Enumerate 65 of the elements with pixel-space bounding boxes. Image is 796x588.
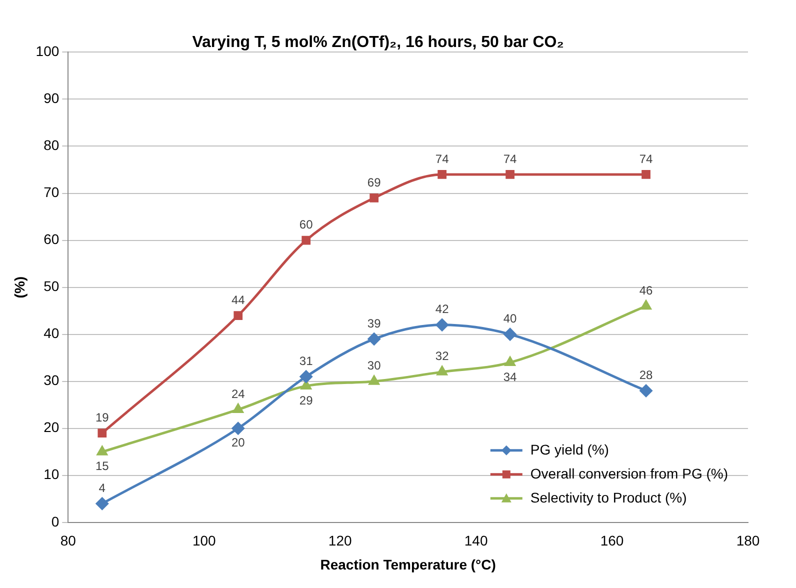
data-label: 20 [231, 436, 246, 450]
data-label: 34 [503, 370, 518, 384]
y-tick-label: 40 [44, 325, 60, 342]
point [506, 170, 514, 179]
data-label: 44 [231, 292, 246, 307]
point [368, 332, 380, 346]
data-label: 69 [367, 175, 382, 190]
point [232, 404, 244, 414]
data-label: 29 [299, 393, 314, 408]
y-tick-label: 60 [44, 231, 60, 248]
point [504, 328, 516, 341]
data-label: 74 [503, 152, 518, 166]
x-axis-title: Reaction Temperature (°C) [320, 556, 496, 572]
data-label: 28 [639, 368, 654, 382]
y-tick-label: 50 [44, 278, 60, 294]
x-tick-label: 180 [736, 532, 760, 549]
y-tick-label: 0 [51, 513, 60, 530]
point [302, 236, 311, 245]
y-tick-label: 30 [44, 372, 60, 388]
point [232, 422, 244, 435]
y-tick-label: 70 [44, 184, 60, 200]
point [642, 170, 650, 179]
x-tick-label: 80 [60, 532, 76, 549]
point [98, 428, 107, 438]
point [300, 380, 312, 390]
y-tick-label: 10 [44, 466, 60, 482]
x-tick-label: 120 [328, 532, 352, 549]
point [368, 376, 380, 385]
x-tick-label: 100 [192, 532, 216, 549]
data-label: 39 [367, 316, 382, 330]
x-tick-label: 140 [464, 532, 488, 549]
data-label: 30 [367, 358, 382, 373]
data-label: 15 [95, 459, 110, 474]
data-label: 42 [435, 302, 450, 316]
point [436, 318, 448, 332]
data-label: 74 [639, 152, 654, 166]
point [436, 366, 448, 376]
y-tick-label: 100 [36, 43, 60, 60]
point [97, 446, 108, 456]
point [504, 356, 516, 366]
data-label: 46 [639, 283, 654, 298]
point [300, 370, 312, 383]
legend-label: Overall conversion from PG (%) [530, 465, 728, 482]
data-label: 74 [435, 152, 450, 166]
data-label: 40 [503, 312, 518, 326]
chart-title: Varying T, 5 mol% Zn(OTf)₂, 16 hours, 50 bar CO₂ [192, 34, 564, 52]
data-label: 4 [98, 480, 106, 495]
point [640, 384, 652, 397]
legend-label: PG yield (%) [530, 441, 609, 458]
point [438, 170, 447, 179]
data-label: 60 [299, 218, 314, 232]
data-label: 24 [231, 386, 246, 401]
y-axis-title: (%) [11, 276, 28, 298]
point [640, 300, 652, 310]
x-tick-label: 160 [600, 532, 624, 549]
data-label: 31 [299, 354, 314, 368]
y-tick-label: 90 [44, 90, 60, 106]
data-label: 19 [95, 410, 110, 424]
legend-label: Selectivity to Product (%) [530, 489, 687, 506]
y-tick-label: 20 [44, 419, 60, 436]
point [96, 497, 108, 510]
point [234, 311, 243, 320]
y-tick-label: 80 [44, 137, 60, 154]
point [370, 194, 379, 202]
data-label: 32 [435, 349, 450, 364]
